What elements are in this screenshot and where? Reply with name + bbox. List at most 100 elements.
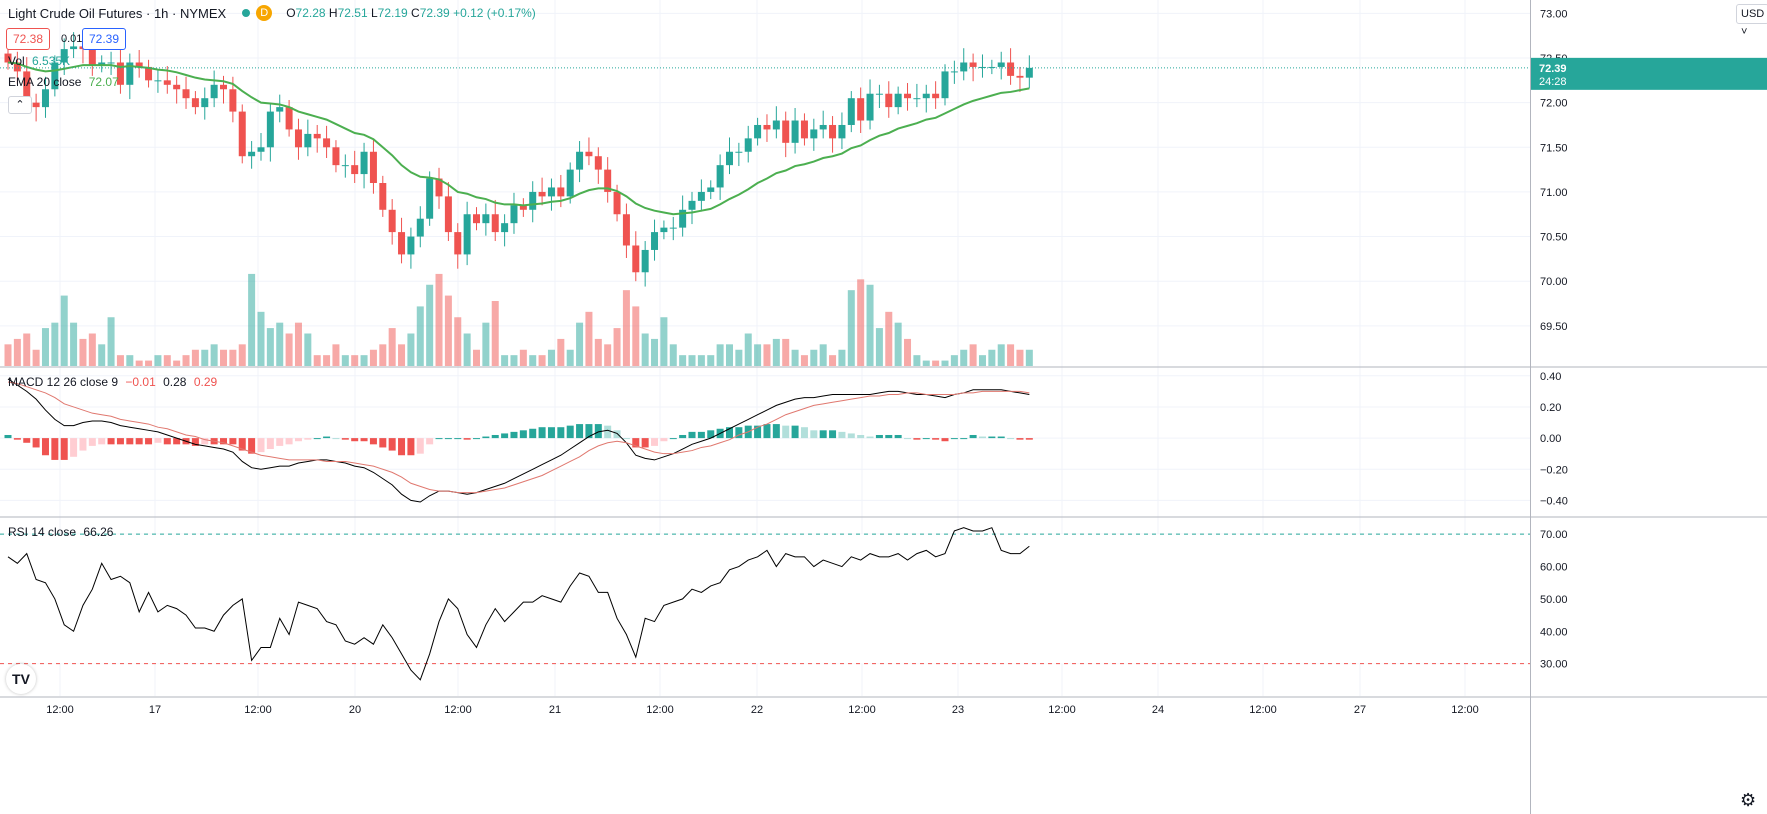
macd-hist-bar [725,427,733,439]
macd-hist-bar [491,434,499,439]
volume-bar [810,349,818,366]
volume-bar [754,344,762,366]
volume-bar [566,349,574,366]
macd-hist-bar [145,438,153,445]
sell-button[interactable]: 72.38 [6,28,51,50]
macd-hist-bar [988,436,996,439]
time-tick-label: 12:00 [444,704,472,716]
macd-hist-bar [473,438,480,440]
candle-body [88,49,96,66]
volume-bar [332,344,340,366]
close-label: C [411,6,420,20]
macd-hist-bar [4,434,12,439]
volume-bar [304,333,312,366]
macd-hist-bar [341,438,349,440]
buy-button[interactable]: 72.39 [82,28,127,50]
collapse-legend-button[interactable]: ⌃ [8,96,32,114]
volume-legend[interactable]: Vol 6.535K [8,54,70,68]
candle-body [388,209,396,233]
chevron-up-icon: ⌃ [15,99,25,111]
candle-body [379,183,387,210]
macd-hist-bar [191,438,199,446]
candle-body [585,151,593,157]
macd-hist-bar [529,428,537,439]
candle-body [679,209,687,228]
volume-bar [32,349,40,366]
macd-hist-bar [201,438,209,445]
volume-bar [491,301,499,366]
volume-bar [88,333,96,366]
rsi-line [7,527,1030,681]
macd-hist-bar [641,438,649,448]
macd-hist-bar [60,438,68,460]
macd-tick-label: −0.40 [1540,495,1568,507]
candle-body [810,129,818,139]
macd-hist-bar [70,438,78,457]
macd-hist-bar [332,438,340,440]
time-tick-label: 23 [952,704,964,716]
time-tick-label: 12:00 [1451,704,1479,716]
macd-hist-bar [632,438,640,448]
volume-bar [772,338,780,366]
currency-selector[interactable]: USD ˅ [1736,4,1767,38]
macd-hist-bar [266,438,274,450]
tradingview-logo[interactable]: TV [6,664,36,694]
macd-hist-bar [735,427,743,439]
macd-legend[interactable]: MACD 12 26 close 9 −0.01 0.28 0.29 [8,375,217,389]
volume-bar [182,355,190,366]
spread-value: 0.01 [61,33,83,45]
rsi-legend[interactable]: RSI 14 close 66.26 [8,525,113,539]
macd-hist-bar [416,438,424,454]
candle-body [32,102,40,108]
volume-bar [613,328,621,366]
macd-hist-bar [538,427,546,439]
macd-hist-bar [829,430,837,439]
volume-bar [875,328,883,366]
candle-body [191,98,199,108]
candle-body [398,232,406,255]
symbol-title[interactable]: Light Crude Oil Futures · 1h · NYMEX [8,5,227,21]
change-value: +0.12 (+0.17%) [453,6,536,20]
candle-body [473,214,480,224]
candle-body [145,66,153,81]
ema-layer [7,61,1030,216]
signal-line [7,381,1030,494]
ema-value: 72.07 [88,75,119,89]
volume-bar [978,355,986,366]
candle-body [257,147,265,152]
candle-body [782,120,790,143]
volume-bar [454,317,462,366]
open-label: O [286,6,296,20]
macd-hist-bar [407,438,415,456]
time-tick-label: 17 [149,704,161,716]
candle-body [210,84,218,99]
countdown-value: 24:28 [1539,76,1567,88]
volume-bar [735,349,743,366]
macd-hist-bar [510,431,518,439]
candle-body [660,227,668,233]
candle-body [351,165,359,175]
ema-legend[interactable]: EMA 20 close 72.07 [8,75,119,89]
macd-hist-bar [810,430,818,439]
candle-body [622,214,630,246]
candle-body [491,214,499,233]
candle-body [1025,67,1033,78]
volume-bar [988,349,996,366]
volume-bar [894,322,902,366]
volume-bar [604,344,612,366]
time-tick-label: 12:00 [646,704,674,716]
volume-bar [885,311,893,366]
gear-icon[interactable]: ⚙ [1740,790,1757,810]
volume-bar [960,349,968,366]
candle-body [416,218,424,237]
macd-hist-bar [1016,438,1024,440]
volume-bar [360,355,368,366]
macd-layer [4,378,1033,503]
macd-hist-bar [23,438,31,443]
macd-hist-bar [904,438,912,440]
macd-line [7,378,1030,503]
volume-layer [4,273,1033,366]
time-tick-label: 12:00 [848,704,876,716]
